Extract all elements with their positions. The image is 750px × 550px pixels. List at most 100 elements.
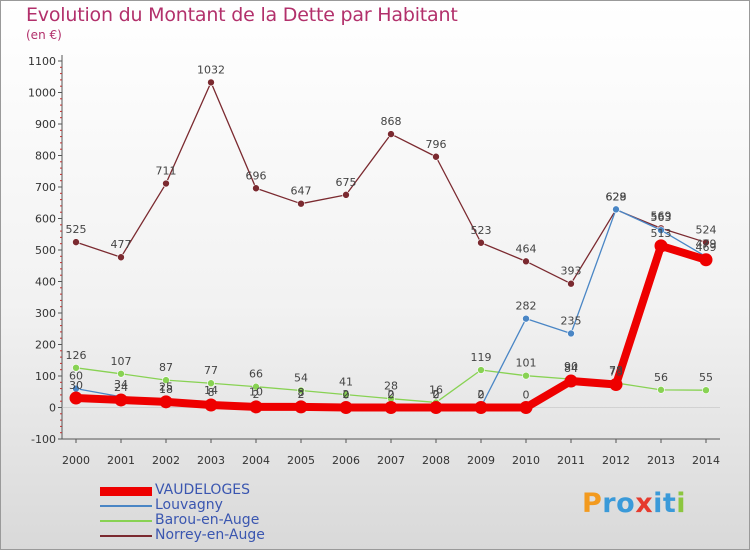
data-point xyxy=(207,379,215,388)
x-tick-label: 2012 xyxy=(602,454,630,467)
data-point xyxy=(477,366,485,374)
data-label: 629 xyxy=(606,190,627,203)
data-point xyxy=(339,401,353,414)
logo-letter: o xyxy=(616,488,636,519)
data-label: 469 xyxy=(696,241,717,254)
data-label: 30 xyxy=(69,379,83,392)
data-point xyxy=(567,329,575,338)
data-label: 2 xyxy=(253,388,260,401)
data-label: 78 xyxy=(609,364,623,377)
y-tick-label: 0 xyxy=(49,402,56,415)
legend-label: Louvagny xyxy=(155,497,223,513)
y-tick-label: 100 xyxy=(35,370,56,383)
x-tick-label: 2001 xyxy=(107,454,135,467)
data-label: 14 xyxy=(204,384,218,397)
data-label: 0 xyxy=(343,389,350,402)
data-label: 101 xyxy=(516,357,537,370)
x-tick-label: 2014 xyxy=(692,454,720,467)
data-label: 34 xyxy=(114,378,128,391)
data-point xyxy=(609,378,623,392)
data-point xyxy=(162,376,170,384)
data-label: 2 xyxy=(298,388,305,401)
data-label: 628 xyxy=(606,191,627,204)
unit-label: (en €) xyxy=(26,28,62,42)
data-point xyxy=(159,395,173,409)
data-label: 393 xyxy=(561,265,582,278)
data-point xyxy=(342,390,350,399)
logo-letter: r xyxy=(602,488,617,519)
data-label: 25 xyxy=(159,381,173,394)
data-label: 563 xyxy=(651,211,672,224)
series-line-norrey-en-auge xyxy=(75,81,707,285)
data-label: 479 xyxy=(696,238,717,251)
data-label: 569 xyxy=(651,209,672,222)
data-point xyxy=(474,401,488,414)
data-point xyxy=(699,253,713,267)
data-label: 10 xyxy=(249,385,263,398)
data-point xyxy=(387,130,395,138)
data-label: 2 xyxy=(478,388,485,401)
data-point xyxy=(564,374,578,388)
data-point xyxy=(384,401,398,414)
y-tick-label: 1100 xyxy=(28,55,56,68)
data-label: 477 xyxy=(111,238,132,251)
data-label: 60 xyxy=(69,370,83,383)
data-point xyxy=(252,184,260,193)
data-label: 0 xyxy=(433,389,440,402)
data-label: 107 xyxy=(111,355,132,368)
data-label: 525 xyxy=(66,223,87,236)
legend-swatch-louvagny xyxy=(100,505,152,507)
data-label: 464 xyxy=(516,242,537,255)
data-label: 8 xyxy=(208,386,215,399)
proxiti-logo: Proxiti xyxy=(582,488,686,519)
x-tick-label: 2000 xyxy=(62,454,90,467)
data-label: 90 xyxy=(564,360,578,373)
data-point xyxy=(657,226,665,234)
data-label: 2 xyxy=(343,388,350,401)
data-point xyxy=(297,386,305,395)
data-label: 41 xyxy=(339,376,353,389)
data-point xyxy=(522,371,530,380)
y-tick-label: 600 xyxy=(35,213,56,226)
data-label: 513 xyxy=(651,227,672,240)
data-point xyxy=(249,400,263,414)
x-tick-label: 2013 xyxy=(647,454,675,467)
data-label: 282 xyxy=(516,300,537,313)
legend-label: Barou-en-Auge xyxy=(155,512,260,528)
x-tick-label: 2007 xyxy=(377,454,405,467)
data-label: 524 xyxy=(696,223,717,236)
data-point xyxy=(654,239,668,253)
data-point xyxy=(72,364,80,372)
x-tick-label: 2005 xyxy=(287,454,315,467)
x-tick-label: 2002 xyxy=(152,454,180,467)
data-label: 126 xyxy=(66,349,87,362)
data-point xyxy=(72,238,80,246)
data-label: 56 xyxy=(654,371,668,384)
data-point xyxy=(432,152,440,161)
data-point xyxy=(522,257,530,266)
chart-title: Evolution du Montant de la Dette par Hab… xyxy=(26,4,458,26)
data-point xyxy=(114,393,128,407)
y-tick-label: 1000 xyxy=(28,87,56,100)
logo-letter: i xyxy=(653,488,663,519)
data-label: 77 xyxy=(204,364,218,377)
data-label: 647 xyxy=(291,185,312,198)
data-label: 2 xyxy=(388,388,395,401)
data-label: 16 xyxy=(429,383,443,396)
data-label: 1032 xyxy=(197,63,225,76)
data-label: 235 xyxy=(561,314,582,327)
logo-letter: i xyxy=(676,488,687,519)
data-label: 0 xyxy=(388,389,395,402)
y-tick-label: -100 xyxy=(31,433,56,446)
data-point xyxy=(294,400,308,414)
data-point xyxy=(657,386,665,394)
y-tick-label: 700 xyxy=(35,181,56,194)
y-tick-label: 500 xyxy=(35,244,56,257)
data-label: 868 xyxy=(381,115,402,128)
data-label: 28 xyxy=(384,380,398,393)
data-label: 796 xyxy=(426,138,447,151)
data-label: 55 xyxy=(699,371,713,384)
data-point xyxy=(162,179,170,188)
x-tick-label: 2003 xyxy=(197,454,225,467)
